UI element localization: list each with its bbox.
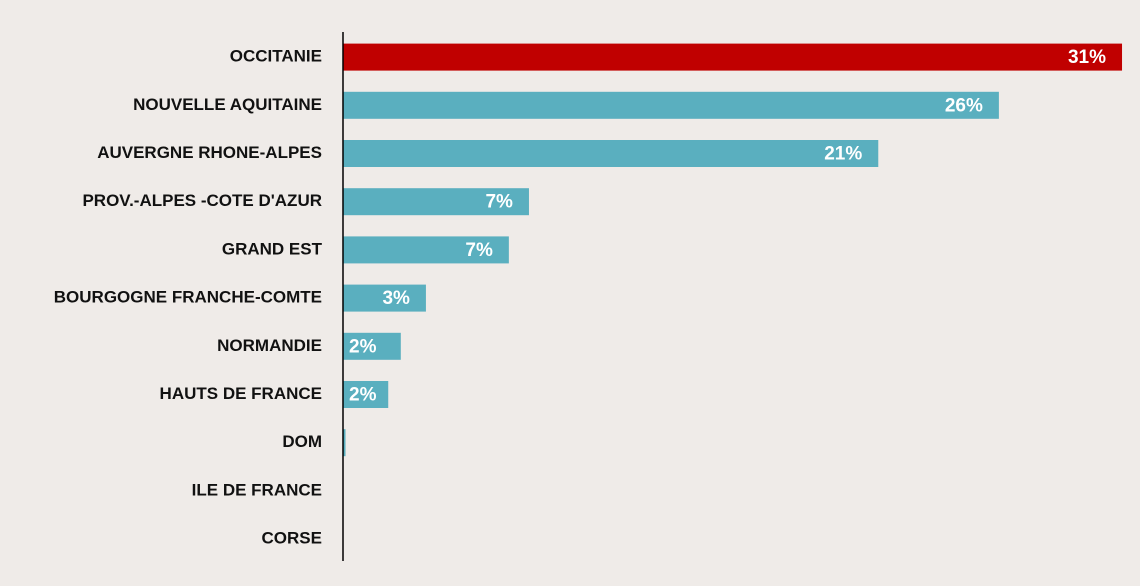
category-label: NORMANDIE <box>217 336 322 355</box>
bar <box>343 284 426 312</box>
bar <box>343 429 346 457</box>
bar <box>343 332 401 360</box>
bar <box>343 91 999 119</box>
data-label: 26% <box>945 95 983 116</box>
category-label: NOUVELLE AQUITAINE <box>133 95 322 114</box>
bar <box>343 140 879 167</box>
category-label: OCCITANIE <box>230 47 322 66</box>
data-label: 2% <box>349 385 377 406</box>
data-label: 7% <box>485 192 513 213</box>
data-label: 3% <box>382 288 410 309</box>
bar <box>343 43 1123 71</box>
data-label: 31% <box>1068 47 1106 68</box>
category-label: AUVERGNE RHONE-ALPES <box>97 143 322 162</box>
category-label: HAUTS DE FRANCE <box>160 384 322 403</box>
category-label: GRAND EST <box>222 239 323 258</box>
category-label: CORSE <box>262 529 322 548</box>
bar <box>343 188 529 216</box>
category-label: BOURGOGNE FRANCHE-COMTE <box>54 288 322 307</box>
data-label: 21% <box>824 144 862 165</box>
data-label: 7% <box>465 240 493 261</box>
data-label: 2% <box>349 336 377 357</box>
bar <box>343 381 389 408</box>
category-label: DOM <box>282 432 322 451</box>
category-label: ILE DE FRANCE <box>192 480 322 499</box>
bar <box>343 236 509 264</box>
category-label: PROV.-ALPES -COTE D'AZUR <box>82 191 322 210</box>
